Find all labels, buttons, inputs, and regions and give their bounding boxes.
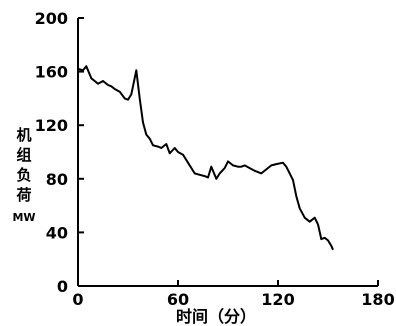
x-tick-label: 180 [361, 290, 394, 309]
y-axis-unit: MW [12, 211, 35, 224]
y-tick-label: 0 [57, 277, 68, 296]
y-tick-label: 160 [35, 63, 68, 82]
y-axis-label-char: 机 [16, 126, 31, 144]
y-axis-label-char: 组 [16, 146, 31, 164]
x-tick-label: 120 [261, 290, 294, 309]
y-tick-label: 120 [35, 116, 68, 135]
series-line [77, 65, 334, 251]
y-tick-label: 200 [35, 9, 68, 28]
y-tick-label: 40 [46, 223, 68, 242]
y-tick-label: 80 [46, 170, 68, 189]
x-tick-label: 60 [167, 290, 189, 309]
y-axis-label-char: 负 [16, 166, 31, 184]
x-ticks: 0 60 120 180 [72, 280, 395, 309]
chart-axes [77, 18, 378, 287]
y-ticks: 0 40 80 120 160 200 [35, 9, 84, 296]
y-axis-label-char: 荷 [16, 186, 31, 204]
x-tick-label: 0 [72, 290, 83, 309]
x-axis-label: 时间（分） [176, 307, 256, 326]
